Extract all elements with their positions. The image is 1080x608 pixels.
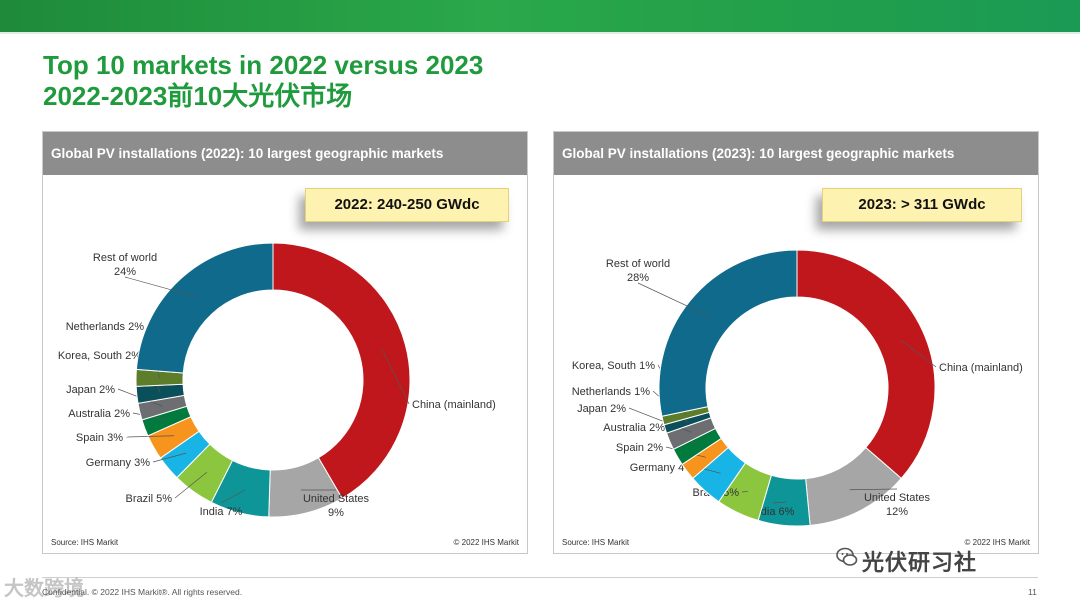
data-label: Germany 3% — [86, 457, 150, 469]
slice-rest-of-world — [658, 249, 798, 417]
data-label: India 7% — [200, 506, 243, 518]
leader-line — [174, 471, 208, 499]
leader-line — [152, 452, 187, 463]
data-label: Japan 2% — [577, 403, 626, 415]
data-label-percent: 9% — [328, 507, 344, 519]
source-note-2022: Source: IHS Markit — [51, 538, 119, 547]
data-label: Netherlands 1% — [572, 386, 650, 398]
leader-line — [849, 488, 898, 491]
data-label: Spain 2% — [616, 442, 663, 454]
slice-china-mainland — [272, 242, 411, 499]
chart-title-2022: Global PV installations (2022): 10 large… — [43, 132, 527, 175]
chart-title-2023: Global PV installations (2023): 10 large… — [554, 132, 1038, 175]
copyright-note-2022: © 2022 IHS Markit — [453, 538, 519, 547]
data-label-percent: 24% — [114, 266, 136, 278]
leader-line — [637, 282, 709, 317]
data-label: Rest of world — [606, 258, 670, 270]
slide-title-cn: 2022-2023前10大光伏市场 — [43, 81, 353, 111]
leader-line — [382, 350, 410, 405]
leader-line — [125, 435, 175, 438]
source-note-2023: Source: IHS Markit — [562, 538, 630, 547]
leader-line — [741, 491, 748, 493]
slice-rest-of-world — [135, 242, 274, 374]
data-label: Brazil 5% — [126, 493, 173, 505]
page-number: 11 — [1028, 587, 1037, 597]
top-banner — [0, 0, 1080, 32]
slice-china-mainland — [796, 249, 936, 480]
watermark-right: 光伏研习社 — [862, 550, 978, 575]
watermark-left: 大数跨境 — [4, 578, 84, 600]
data-label: Australia 2% — [68, 408, 130, 420]
data-label: Australia 2% — [603, 422, 665, 434]
data-label: Korea, South 2% — [58, 350, 141, 362]
footer-divider — [42, 577, 1038, 578]
chart-panel-2022: Global PV installations (2022): 10 large… — [42, 131, 528, 554]
top-banner-divider — [0, 32, 1080, 34]
wechat-icon — [836, 547, 858, 566]
data-label: Spain 3% — [76, 432, 123, 444]
donut-chart-2023: China (mainland) United States 12% India 6%… — [572, 249, 1023, 527]
slide-title-en: Top 10 markets in 2022 versus 2023 — [43, 50, 484, 80]
data-label: Germany 4% — [630, 462, 694, 474]
total-callout-2023: 2023: > 311 GWdc — [822, 188, 1022, 222]
footer-copyright: Confidential. © 2022 IHS Markit®. All ri… — [42, 587, 243, 597]
chart-panel-2023: Global PV installations (2023): 10 large… — [553, 131, 1039, 554]
copyright-note-2023: © 2022 IHS Markit — [964, 538, 1030, 547]
data-label-percent: 12% — [886, 506, 908, 518]
data-label: United States — [864, 492, 931, 504]
total-callout-2022: 2022: 240-250 GWdc — [305, 188, 509, 222]
data-label-percent: 28% — [627, 272, 649, 284]
leader-line — [124, 276, 197, 298]
leader-line — [900, 340, 937, 368]
data-label: India 6% — [752, 506, 795, 518]
data-label: Rest of world — [93, 252, 157, 264]
data-label: Japan 2% — [66, 384, 115, 396]
data-label: Korea, South 1% — [572, 360, 655, 372]
donut-chart-2022: China (mainland) United States 9% India 7% B… — [58, 242, 496, 519]
data-label: China (mainland) — [939, 362, 1023, 374]
leader-line — [772, 501, 787, 504]
data-label: China (mainland) — [412, 399, 496, 411]
data-label: United States — [303, 493, 370, 505]
slide-title: Top 10 markets in 2022 versus 2023 2022-… — [43, 50, 483, 112]
data-label: Netherlands 2% — [66, 321, 144, 333]
leader-line — [220, 489, 246, 504]
